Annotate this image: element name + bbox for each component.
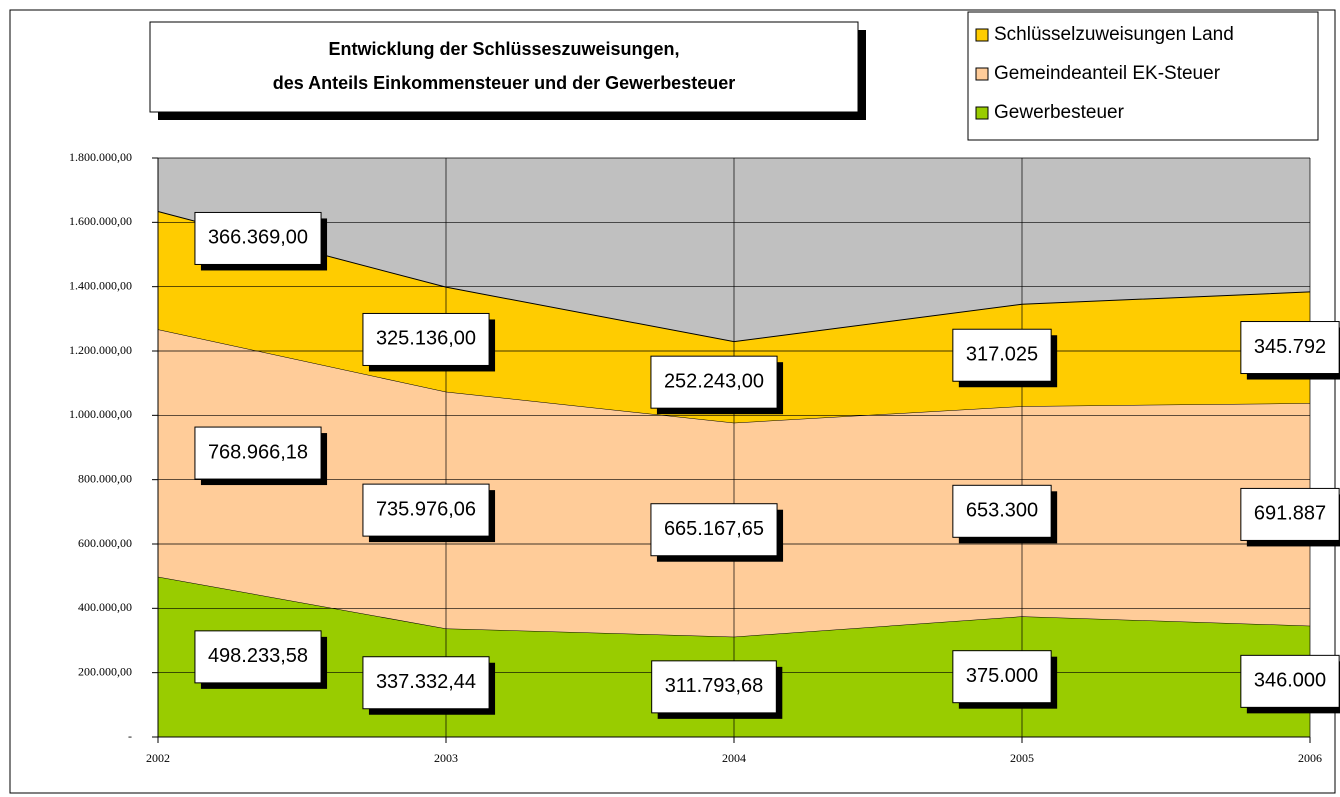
label-box xyxy=(651,660,777,714)
label-box xyxy=(194,426,322,480)
data-label: 366.369,00 xyxy=(208,227,308,249)
y-tick-label: 200.000,00 xyxy=(78,664,132,678)
y-tick-label: 800.000,00 xyxy=(78,471,132,485)
value-label: 337.332,44 xyxy=(362,656,496,715)
value-label: 498.233,58 xyxy=(194,630,328,689)
y-tick-label: 1.200.000,00 xyxy=(69,343,132,357)
legend-label: Schlüsselzuweisungen Land xyxy=(994,24,1234,45)
legend-label: Gewerbesteuer xyxy=(994,102,1125,123)
title-box xyxy=(149,21,859,113)
data-label: 317.025 xyxy=(966,344,1038,366)
value-label: 366.369,00 xyxy=(194,211,328,271)
y-tick-label: 600.000,00 xyxy=(78,536,132,550)
value-label: 252.243,00 xyxy=(650,355,784,415)
y-tick-label: 1.000.000,00 xyxy=(69,407,132,421)
value-label: 691.887 xyxy=(1240,487,1340,547)
data-label: 691.887 xyxy=(1254,503,1326,525)
label-box xyxy=(952,484,1052,538)
data-label: 252.243,00 xyxy=(664,370,764,392)
value-label: 317.025 xyxy=(952,328,1058,388)
x-tick-label: 2005 xyxy=(1010,751,1034,765)
data-label: 375.000 xyxy=(966,665,1038,687)
data-label: 653.300 xyxy=(966,500,1038,522)
label-box xyxy=(362,312,490,366)
data-label: 337.332,44 xyxy=(376,671,476,693)
data-label: 498.233,58 xyxy=(208,645,308,667)
chart-title: Entwicklung der Schlüsseszuweisungen, xyxy=(328,39,679,59)
data-label: 311.793,68 xyxy=(665,675,764,697)
plot xyxy=(157,157,1311,738)
y-tick-label: 1.600.000,00 xyxy=(69,214,132,228)
data-label: 325.136,00 xyxy=(376,328,476,350)
legend-swatch xyxy=(975,106,989,120)
data-label: 346.000 xyxy=(1254,670,1326,692)
legend-swatch xyxy=(975,67,989,81)
label-box xyxy=(362,483,490,537)
value-label: 311.793,68 xyxy=(651,660,783,719)
y-tick-label: 400.000,00 xyxy=(78,600,132,614)
value-label: 653.300 xyxy=(952,484,1058,544)
y-tick-label: 1.800.000,00 xyxy=(69,150,132,164)
data-label: 735.976,06 xyxy=(376,498,476,520)
label-box xyxy=(1240,487,1340,541)
value-label: 735.976,06 xyxy=(362,483,496,543)
label-box xyxy=(952,328,1052,382)
chart-title: des Anteils Einkommensteuer und der Gewe… xyxy=(273,73,735,93)
value-label: 346.000 xyxy=(1240,654,1340,714)
label-box xyxy=(194,211,322,265)
value-label: 375.000 xyxy=(952,650,1058,709)
label-box xyxy=(194,630,322,684)
x-tick-label: 2006 xyxy=(1298,751,1322,765)
value-label: 665.167,65 xyxy=(650,503,784,562)
y-tick-label: 1.400.000,00 xyxy=(69,278,132,292)
x-tick-label: 2002 xyxy=(146,751,170,765)
data-label: 345.792 xyxy=(1254,336,1326,358)
label-box xyxy=(1240,654,1340,708)
label-box xyxy=(650,503,778,557)
value-label: 325.136,00 xyxy=(362,312,496,372)
legend xyxy=(967,11,1319,141)
x-tick-label: 2004 xyxy=(722,751,746,765)
label-box xyxy=(650,355,778,409)
value-label: 768.966,18 xyxy=(194,426,328,486)
data-label: 665.167,65 xyxy=(664,518,764,540)
x-tick-label: 2003 xyxy=(434,751,458,765)
y-tick-label: - xyxy=(128,729,132,743)
legend-swatch xyxy=(975,28,989,42)
legend-label: Gemeindeanteil EK-Steuer xyxy=(994,63,1221,84)
label-box xyxy=(1240,321,1340,375)
label-box xyxy=(362,656,490,710)
label-box xyxy=(952,650,1052,704)
value-label: 345.792 xyxy=(1240,321,1340,380)
data-label: 768.966,18 xyxy=(208,441,308,463)
